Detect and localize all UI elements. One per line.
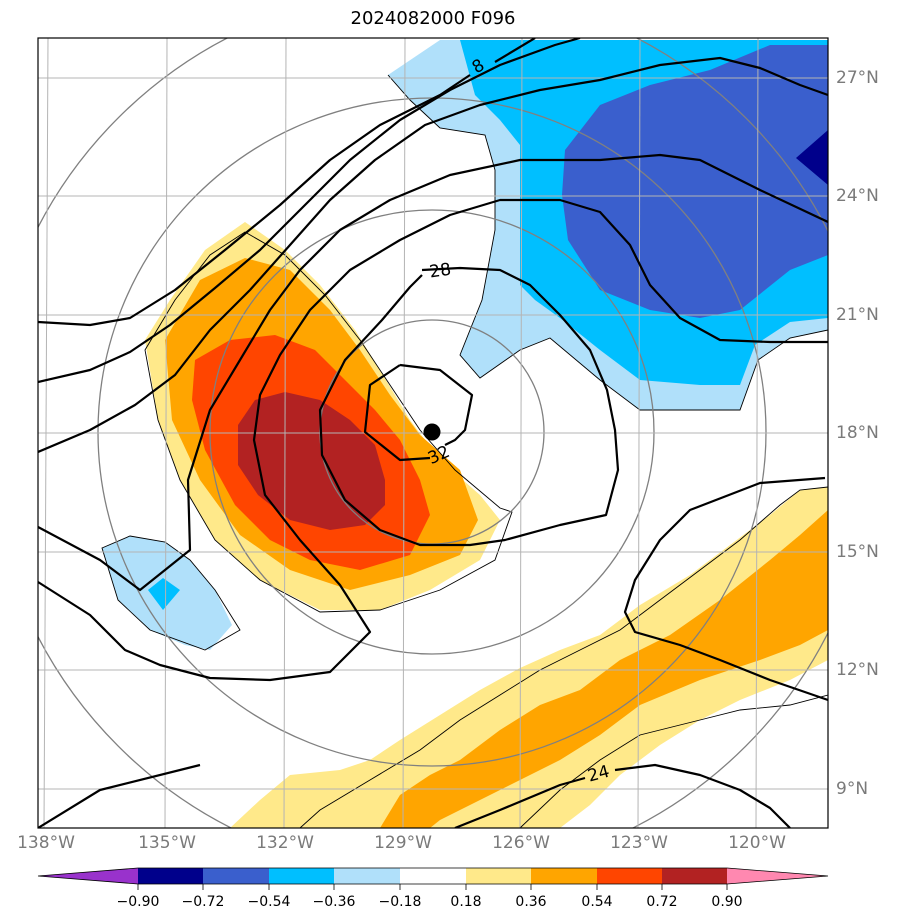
colorbar-swatch: [597, 868, 662, 884]
colorbar-swatch: [138, 868, 203, 884]
colorbar-extend-low: [38, 868, 138, 884]
colorbar-tick-label: −0.54: [247, 894, 291, 910]
colorbar-tick-label: −0.90: [116, 894, 160, 910]
latitude-label: 12°N: [836, 660, 879, 680]
longitude-label: 120°W: [728, 833, 786, 853]
colorbar-tick-label: −0.72: [181, 894, 225, 910]
storm-center-marker: [423, 423, 441, 441]
colorbar-tick-label: 0.90: [711, 894, 743, 910]
latitude-label: 27°N: [836, 68, 879, 88]
colorbar-swatch: [334, 868, 400, 884]
colorbar-tick-label: 0.54: [581, 894, 613, 910]
colorbar-swatch: [531, 868, 597, 884]
longitude-label: 135°W: [138, 833, 196, 853]
negative-anomaly-sw: [102, 536, 232, 650]
longitude-label: 126°W: [492, 833, 550, 853]
height-contours: [38, 38, 828, 828]
colorbar-tick-label: 0.18: [450, 894, 482, 910]
positive-anomaly-core: [145, 222, 500, 610]
map-plot-area: [38, 38, 828, 828]
latitude-label: 24°N: [836, 186, 879, 206]
colorbar-tick-label: −0.36: [312, 894, 356, 910]
longitude-label: 138°W: [17, 833, 75, 853]
longitude-label: 129°W: [374, 833, 432, 853]
positive-anomaly-se: [230, 487, 828, 828]
latitude-label: 9°N: [836, 779, 869, 799]
colorbar-extend-high: [727, 868, 828, 884]
colorbar-swatch: [269, 868, 334, 884]
map-title: 2024082000 F096: [350, 8, 516, 29]
colorbar-swatch: [400, 868, 466, 884]
contour-label: 28: [428, 260, 452, 283]
negative-anomaly-ne: [388, 40, 828, 410]
thin-outline-contours: [101, 74, 828, 828]
map-frame: [37, 37, 829, 829]
graticule: [38, 38, 828, 828]
latitude-label: 15°N: [836, 542, 879, 562]
latitude-label: 18°N: [836, 423, 879, 443]
colorbar-tick-label: 0.72: [646, 894, 678, 910]
colorbar-swatch: [662, 868, 727, 884]
latitude-label: 21°N: [836, 305, 879, 325]
longitude-label: 132°W: [256, 833, 314, 853]
colorbar-swatch: [203, 868, 269, 884]
colorbar-tick-label: −0.18: [378, 894, 422, 910]
longitude-label: 123°W: [610, 833, 668, 853]
colorbar-swatch: [466, 868, 531, 884]
colorbar-tick-label: 0.36: [515, 894, 547, 910]
colorbar: [37, 867, 829, 890]
colorbar-ticks: [137, 884, 728, 890]
